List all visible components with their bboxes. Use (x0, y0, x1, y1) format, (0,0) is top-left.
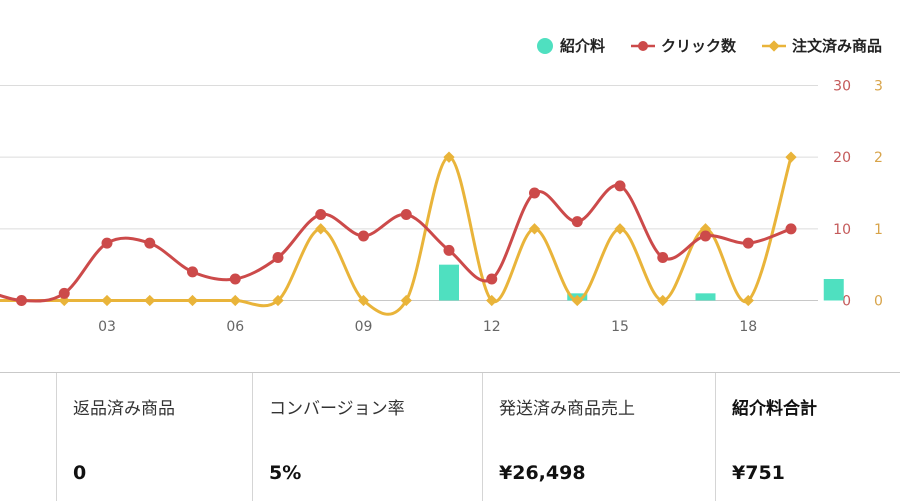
clicks-line (0, 183, 792, 303)
ordered-point (486, 294, 498, 307)
bar-fee (439, 264, 459, 301)
ordered-point (571, 294, 583, 307)
stat-label-fee-total: 紹介料合計 (732, 399, 817, 419)
clicks-point (358, 230, 369, 242)
stat-label-conversion: コンバージョン率 (269, 399, 405, 419)
legend-swatch-ordered-icon (761, 39, 786, 52)
clicks-point (101, 237, 113, 249)
clicks-point (614, 180, 626, 192)
ordered-point (528, 223, 541, 235)
bar-fee (823, 279, 844, 301)
ordered-point (315, 223, 327, 235)
stat-value-returned: 0 (73, 462, 87, 484)
ordered-point (144, 294, 156, 307)
clicks-point (529, 187, 540, 199)
clicks-point (657, 252, 669, 263)
x-tick-label: 09 (355, 319, 373, 335)
clicks-point (742, 237, 754, 249)
legend-label-fee: 紹介料 (559, 37, 605, 55)
y-left-tick-label: 0 (842, 294, 851, 310)
legend-item-clicks[interactable]: クリック数 (630, 35, 736, 56)
legend-item-ordered[interactable]: 注文済み商品 (761, 35, 882, 56)
clicks-point (58, 287, 70, 299)
x-tick-label: 15 (611, 319, 629, 335)
ordered-point (657, 294, 669, 307)
y-left-tick-label: 20 (833, 150, 851, 166)
stat-value-conversion: 5% (269, 462, 302, 484)
y-right-tick-label: 1 (874, 222, 883, 238)
ordered-point (785, 151, 797, 163)
clicks-point (486, 273, 498, 285)
y-left-tick-label: 30 (833, 79, 851, 95)
ordered-point (357, 294, 370, 307)
clicks-point (187, 266, 198, 278)
ordered-point (400, 294, 412, 307)
legend-swatch-clicks-icon (630, 40, 655, 51)
x-tick-label: 03 (98, 319, 116, 335)
x-tick-label: 18 (739, 319, 757, 335)
ordered-point (229, 294, 241, 307)
summary-stats: 返品済み商品 0 コンバージョン率 5% 発送済み商品売上 ¥26,498 紹介… (0, 372, 900, 501)
clicks-point (400, 209, 412, 220)
ordered-point (101, 294, 113, 307)
clicks-point (144, 237, 156, 249)
legend-item-fee[interactable]: 紹介料 (536, 35, 605, 56)
clicks-point (272, 252, 284, 263)
clicks-point (571, 216, 583, 228)
y-right-tick-label: 2 (874, 150, 883, 166)
stat-card-fee-total: 紹介料合計 ¥751 (716, 373, 900, 501)
stat-value-shipped-sales: ¥26,498 (499, 462, 586, 484)
clicks-point (229, 273, 241, 285)
legend-label-ordered: 注文済み商品 (791, 37, 882, 55)
y-right-tick-label: 3 (874, 79, 883, 95)
ordered-point (272, 294, 284, 307)
legend-label-clicks: クリック数 (660, 37, 736, 55)
clicks-point (443, 244, 455, 256)
clicks-point (315, 209, 327, 220)
legend-swatch-fee-icon (536, 37, 553, 54)
ordered-point (742, 294, 754, 307)
stat-card-shipped-sales: 発送済み商品売上 ¥26,498 (483, 373, 716, 501)
stat-label-shipped-sales: 発送済み商品売上 (499, 399, 635, 419)
y-right-tick-label: 0 (874, 294, 883, 310)
clicks-point (700, 230, 711, 242)
ordered-point (186, 294, 199, 307)
stat-card-conversion: コンバージョン率 5% (253, 373, 483, 501)
bar-fee (695, 293, 716, 301)
stat-card-returned: 返品済み商品 0 (57, 373, 253, 501)
ordered-line (0, 155, 793, 316)
x-tick-label: 06 (226, 319, 244, 335)
performance-chart: 0 10 20 30 0 1 2 3 03 06 09 12 15 18 紹介料 クリック数 注文済み商品 (0, 35, 883, 335)
stat-card-0 (0, 373, 57, 501)
stat-value-fee-total: ¥751 (732, 462, 785, 484)
y-left-tick-label: 10 (833, 222, 851, 238)
stat-label-returned: 返品済み商品 (73, 399, 175, 419)
clicks-point (785, 223, 797, 235)
ordered-point (614, 223, 626, 235)
chart-legend: 紹介料 クリック数 注文済み商品 (510, 35, 882, 56)
ordered-point (443, 151, 455, 163)
clicks-point (16, 295, 27, 306)
x-tick-label: 12 (483, 319, 501, 335)
